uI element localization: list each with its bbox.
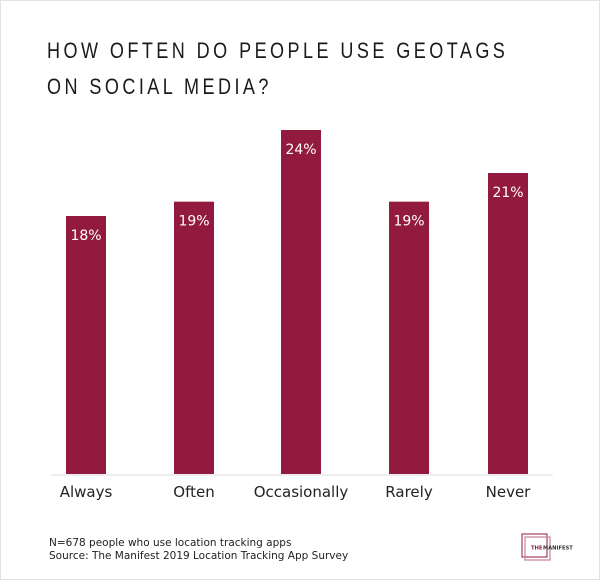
data-label: 19% <box>178 214 209 230</box>
svg-text:MANIFEST: MANIFEST <box>543 546 573 552</box>
x-tick-label: Occasionally <box>254 483 349 501</box>
bar-rarely <box>389 201 429 474</box>
x-tick-label: Always <box>60 483 113 501</box>
bar-often <box>174 201 214 474</box>
footer-note: N=678 people who use location tracking a… <box>49 537 292 549</box>
data-label: 18% <box>70 228 101 244</box>
bar-never <box>488 173 528 474</box>
bar-always <box>66 216 106 474</box>
footer-source: Source: The Manifest 2019 Location Track… <box>49 550 349 562</box>
data-label: 21% <box>492 185 523 201</box>
data-label: 24% <box>285 142 316 158</box>
x-tick-label: Never <box>486 483 532 501</box>
x-tick-label: Rarely <box>385 483 433 501</box>
svg-text:THE: THE <box>531 546 543 552</box>
chart-title-line-1: HOW OFTEN DO PEOPLE USE GEOTAGS <box>47 38 509 63</box>
bar-occasionally <box>281 130 321 474</box>
x-tick-label: Often <box>173 483 214 501</box>
chart-title-line-2: ON SOCIAL MEDIA? <box>47 74 272 99</box>
data-label: 19% <box>393 214 424 230</box>
the-manifest-logo: THE MANIFEST <box>521 533 581 563</box>
bar-chart: 18% Always 19% Often 24% Occasionally 19% Rarel… <box>51 130 553 501</box>
